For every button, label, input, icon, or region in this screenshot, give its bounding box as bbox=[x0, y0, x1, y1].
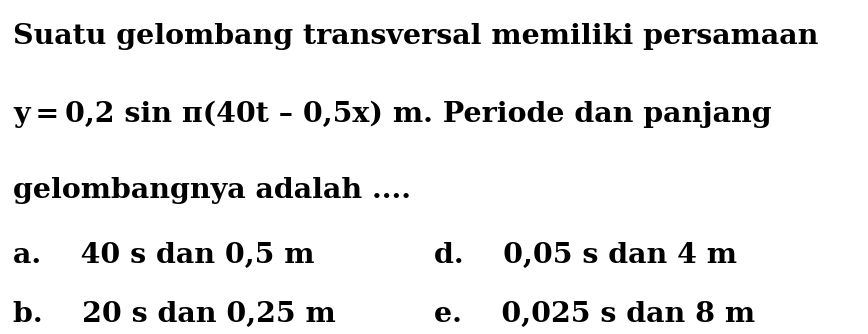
Text: d.    0,05 s dan 4 m: d. 0,05 s dan 4 m bbox=[434, 242, 737, 269]
Text: a.    40 s dan 0,5 m: a. 40 s dan 0,5 m bbox=[13, 242, 314, 269]
Text: b.    20 s dan 0,25 m: b. 20 s dan 0,25 m bbox=[13, 301, 336, 328]
Text: Suatu gelombang transversal memiliki persamaan: Suatu gelombang transversal memiliki per… bbox=[13, 23, 819, 50]
Text: y = 0,2 sin π(40t – 0,5x) m. Periode dan panjang: y = 0,2 sin π(40t – 0,5x) m. Periode dan… bbox=[13, 100, 772, 128]
Text: e.    0,025 s dan 8 m: e. 0,025 s dan 8 m bbox=[434, 301, 755, 328]
Text: gelombangnya adalah ....: gelombangnya adalah .... bbox=[13, 177, 411, 204]
